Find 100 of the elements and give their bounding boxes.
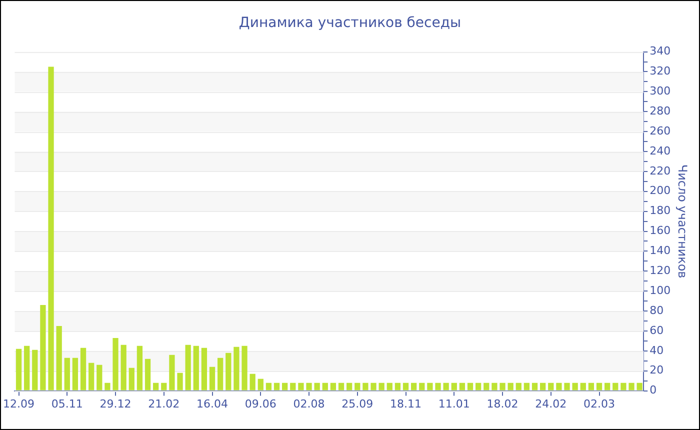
bar bbox=[72, 358, 78, 390]
y-tick-label: 0 bbox=[650, 384, 657, 397]
bar bbox=[290, 382, 296, 390]
bar bbox=[572, 382, 578, 390]
bar bbox=[394, 382, 401, 390]
y-tick-label: 140 bbox=[650, 244, 671, 258]
x-tick-label: 18.11 bbox=[390, 397, 422, 410]
bar bbox=[266, 382, 272, 390]
bar bbox=[282, 382, 288, 390]
chart-title: Динамика участников беседы bbox=[238, 15, 462, 32]
bar bbox=[193, 346, 199, 390]
bar bbox=[322, 382, 328, 390]
bar bbox=[588, 382, 594, 390]
bar bbox=[484, 382, 490, 390]
bar bbox=[411, 382, 417, 390]
bar bbox=[524, 382, 530, 390]
y-tick-label: 60 bbox=[650, 324, 664, 337]
y-tick-label: 100 bbox=[650, 284, 671, 297]
bar bbox=[556, 382, 562, 390]
bar bbox=[427, 382, 433, 390]
y-tick-label: 80 bbox=[650, 304, 664, 317]
x-tick-label: 24.02 bbox=[535, 397, 567, 410]
bar bbox=[258, 378, 264, 390]
x-tick-label: 12.09 bbox=[3, 397, 35, 410]
bar bbox=[250, 374, 256, 390]
bar bbox=[48, 66, 54, 390]
bar bbox=[443, 382, 449, 390]
bar bbox=[161, 382, 167, 390]
y-tick-label: 280 bbox=[650, 104, 671, 118]
bar bbox=[378, 382, 384, 390]
bar bbox=[516, 382, 522, 390]
y-tick-label: 40 bbox=[650, 344, 664, 357]
bar bbox=[346, 382, 352, 390]
bar bbox=[80, 348, 86, 390]
bar bbox=[128, 368, 134, 390]
y-tick-label: 120 bbox=[650, 264, 671, 278]
y-tick-label: 300 bbox=[650, 84, 671, 98]
bar bbox=[612, 382, 618, 390]
x-tick-label: 02.08 bbox=[293, 397, 325, 410]
bar bbox=[330, 382, 336, 390]
x-tick-label: 05.11 bbox=[51, 397, 83, 410]
bar bbox=[234, 346, 240, 390]
bar bbox=[314, 382, 320, 390]
x-tick-label: 29.12 bbox=[100, 397, 132, 410]
y-tick-label: 20 bbox=[650, 364, 664, 377]
y-tick-label: 160 bbox=[650, 224, 671, 238]
y-tick-label: 220 bbox=[650, 164, 671, 178]
bar bbox=[88, 362, 94, 390]
y-tick-label: 180 bbox=[650, 204, 671, 218]
bar bbox=[604, 382, 610, 390]
bar bbox=[120, 344, 126, 390]
bar bbox=[40, 305, 46, 390]
bar bbox=[419, 382, 425, 390]
bar bbox=[218, 358, 224, 390]
bar bbox=[467, 382, 474, 390]
bar bbox=[136, 346, 143, 390]
bar bbox=[104, 382, 110, 390]
x-tick-label: 16.04 bbox=[196, 397, 228, 410]
y-tick-label: 240 bbox=[650, 144, 671, 158]
bar bbox=[580, 382, 586, 390]
bar bbox=[492, 382, 498, 390]
bar bbox=[32, 350, 38, 390]
bar bbox=[620, 382, 626, 390]
bar bbox=[56, 326, 62, 390]
bar bbox=[476, 382, 482, 390]
x-tick-label: 11.01 bbox=[438, 397, 470, 410]
bar bbox=[306, 382, 312, 390]
y-tick-label: 260 bbox=[650, 124, 671, 138]
bar bbox=[185, 344, 191, 390]
bar bbox=[201, 348, 208, 390]
bar bbox=[451, 382, 457, 390]
bar bbox=[24, 346, 30, 390]
y-tick-label: 200 bbox=[650, 184, 671, 198]
x-tick-label: 21.02 bbox=[148, 397, 180, 410]
bar bbox=[500, 382, 506, 390]
bar bbox=[435, 382, 441, 390]
x-tick-label: 02.03 bbox=[584, 397, 616, 410]
bar bbox=[532, 382, 538, 390]
bar bbox=[144, 358, 151, 390]
bar bbox=[153, 382, 159, 390]
bar bbox=[209, 366, 216, 390]
x-tick-label: 18.02 bbox=[486, 397, 518, 410]
bar bbox=[96, 364, 102, 390]
bar bbox=[628, 382, 634, 390]
y-tick-label: 340 bbox=[650, 44, 671, 58]
x-tick-label: 09.06 bbox=[244, 397, 276, 410]
bar bbox=[370, 382, 376, 390]
bar bbox=[548, 382, 554, 390]
bar bbox=[386, 382, 392, 390]
bar bbox=[540, 382, 546, 390]
bar bbox=[112, 338, 118, 390]
bar bbox=[242, 346, 248, 390]
bar bbox=[338, 382, 344, 390]
bar bbox=[508, 382, 514, 390]
bar bbox=[274, 382, 280, 390]
y-tick-label: 320 bbox=[650, 64, 671, 78]
bar bbox=[564, 382, 570, 390]
bar bbox=[177, 372, 183, 390]
bar bbox=[596, 382, 602, 390]
bar bbox=[16, 348, 22, 390]
